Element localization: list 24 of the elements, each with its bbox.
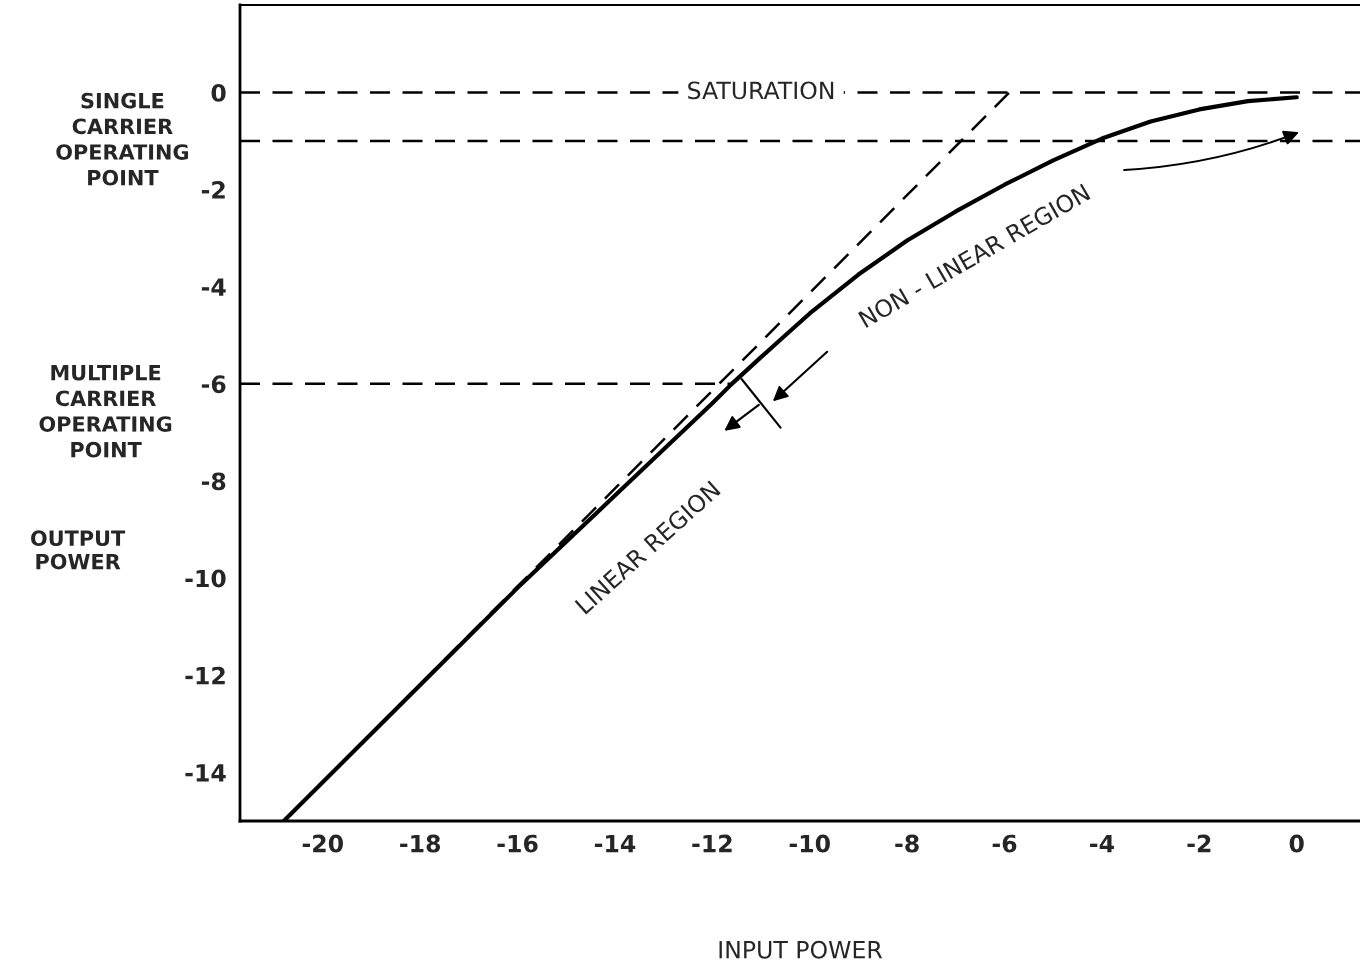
ref-line-label: SINGLE CARRIER OPERATING POINT: [56, 92, 188, 186]
text: MULTIPLE CARRIER OPERATING POINT: [39, 365, 172, 458]
x-tick-label: -12: [692, 834, 732, 853]
x-tick-label: -8: [895, 834, 919, 853]
y-axis-title: OUTPUT POWER: [31, 530, 126, 570]
x-axis-title: INPUT POWER: [719, 940, 883, 959]
x-tick-label: -16: [497, 834, 538, 853]
x-tick-label: -2: [1187, 834, 1211, 853]
y-tick-label: -14: [185, 764, 226, 782]
y-tick-label: 0: [211, 83, 226, 102]
x-tick-label: -4: [1090, 834, 1114, 853]
x-tick-label: -10: [789, 834, 830, 853]
y-tick-label: -4: [201, 278, 226, 296]
y-tick-label: -10: [185, 569, 226, 588]
y-tick-label: -8: [201, 472, 226, 491]
x-tick-label: -18: [400, 834, 441, 853]
x-tick-label: 0: [1289, 834, 1304, 853]
x-tick-label: -14: [594, 834, 636, 853]
x-tick-label: -20: [302, 834, 343, 853]
x-tick-label: -6: [992, 834, 1017, 853]
y-tick-label: -6: [201, 375, 226, 394]
ref-line-label: SATURATION: [688, 81, 834, 100]
y-tick-label: -12: [185, 666, 225, 685]
y-tick-label: -2: [201, 181, 225, 199]
